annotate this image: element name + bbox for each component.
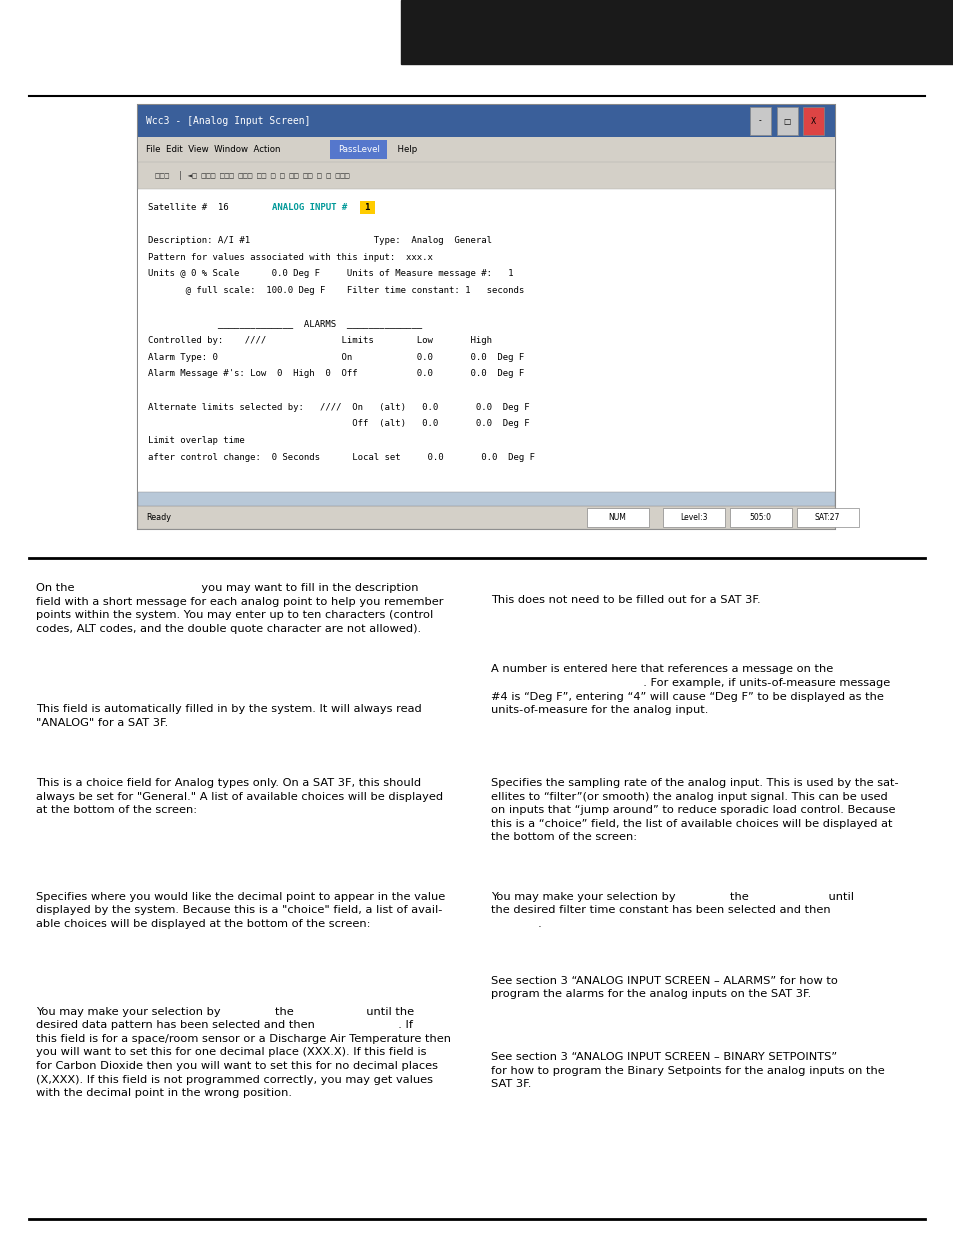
Text: Ready: Ready (146, 513, 171, 522)
Text: @ full scale:  100.0 Deg F    Filter time constant: 1   seconds: @ full scale: 100.0 Deg F Filter time co… (148, 287, 523, 295)
Text: This is a choice field for Analog types only. On a SAT 3F, this should
always be: This is a choice field for Analog types … (36, 778, 443, 815)
Text: This field is automatically filled in by the system. It will always read
"ANALOG: This field is automatically filled in by… (36, 704, 421, 727)
Bar (138, 137, 834, 162)
Text: PassLevel: PassLevel (337, 144, 379, 154)
Text: 505:0: 505:0 (748, 513, 771, 522)
Text: Alternate limits selected by:   ////  On   (alt)   0.0       0.0  Deg F: Alternate limits selected by: //// On (a… (148, 403, 529, 411)
Text: You may make your selection by               the                      until
the : You may make your selection by the until… (491, 892, 854, 929)
Text: Description: A/I #1                       Type:  Analog  General: Description: A/I #1 Type: Analog General (148, 236, 492, 245)
Bar (330, 140, 387, 159)
Bar (662, 508, 724, 527)
Text: Specifies where you would like the decimal point to appear in the value
displaye: Specifies where you would like the decim… (36, 892, 445, 929)
Text: See section 3 “ANALOG INPUT SCREEN – BINARY SETPOINTS”
for how to program the Bi: See section 3 “ANALOG INPUT SCREEN – BIN… (491, 1052, 884, 1089)
Text: SAT:27: SAT:27 (814, 513, 839, 522)
Bar (776, 107, 797, 135)
Bar (138, 506, 834, 529)
Bar (359, 200, 375, 214)
Text: X: X (810, 116, 816, 126)
Text: File  Edit  View  Window  Action: File Edit View Window Action (146, 144, 286, 154)
Text: Specifies the sampling rate of the analog input. This is used by the sat-
ellite: Specifies the sampling rate of the analo… (491, 778, 898, 842)
Text: See section 3 “ANALOG INPUT SCREEN – ALARMS” for how to
program the alarms for t: See section 3 “ANALOG INPUT SCREEN – ALA… (491, 976, 838, 999)
Bar (729, 508, 791, 527)
Text: Pattern for values associated with this input:  xxx.x: Pattern for values associated with this … (148, 253, 433, 262)
Bar (749, 107, 770, 135)
Text: Units @ 0 % Scale      0.0 Deg F     Units of Measure message #:   1: Units @ 0 % Scale 0.0 Deg F Units of Mea… (148, 269, 513, 278)
Text: Satellite #  16: Satellite # 16 (148, 203, 229, 211)
Bar (138, 189, 834, 492)
Bar (796, 508, 858, 527)
Text: NUM: NUM (608, 513, 625, 522)
Text: Alarm Type: 0                       On            0.0       0.0  Deg F: Alarm Type: 0 On 0.0 0.0 Deg F (148, 353, 523, 362)
Text: Alarm Message #'s: Low  0  High  0  Off           0.0       0.0  Deg F: Alarm Message #'s: Low 0 High 0 Off 0.0 … (148, 369, 523, 378)
Text: This does not need to be filled out for a SAT 3F.: This does not need to be filled out for … (491, 595, 760, 605)
Text: 1: 1 (364, 203, 370, 211)
Bar (138, 492, 834, 506)
Text: Off  (alt)   0.0       0.0  Deg F: Off (alt) 0.0 0.0 Deg F (148, 420, 529, 429)
Text: Wcc3 - [Analog Input Screen]: Wcc3 - [Analog Input Screen] (146, 116, 310, 126)
Text: after control change:  0 Seconds      Local set     0.0       0.0  Deg F: after control change: 0 Seconds Local se… (148, 453, 535, 462)
Text: Limit overlap time: Limit overlap time (148, 436, 244, 445)
Text: Help: Help (392, 144, 416, 154)
Text: □: □ (782, 116, 790, 126)
Bar (138, 105, 834, 529)
Text: Level:3: Level:3 (679, 513, 706, 522)
Bar (586, 508, 648, 527)
Bar (400, 0, 953, 64)
Text: Controlled by:    ////              Limits        Low       High: Controlled by: //// Limits Low High (148, 336, 492, 345)
Text: You may make your selection by               the                    until the
de: You may make your selection by the until… (36, 1007, 451, 1098)
Text: On the                                   you may want to fill in the description: On the you may want to fill in the descr… (36, 583, 443, 634)
Bar (138, 162, 834, 189)
Bar (138, 105, 834, 137)
Text: ANALOG INPUT #: ANALOG INPUT # (272, 203, 347, 211)
Text: □□□  | ◄□ □□□ □□□ □□□ □□ □ □ □□ □□ □ □ □□□: □□□ | ◄□ □□□ □□□ □□□ □□ □ □ □□ □□ □ □ □□… (146, 170, 349, 180)
Bar (802, 107, 823, 135)
Text: A number is entered here that references a message on the
                      : A number is entered here that references… (491, 664, 890, 715)
Text: -: - (759, 116, 760, 126)
Text: ______________  ALARMS  ______________: ______________ ALARMS ______________ (148, 320, 421, 329)
